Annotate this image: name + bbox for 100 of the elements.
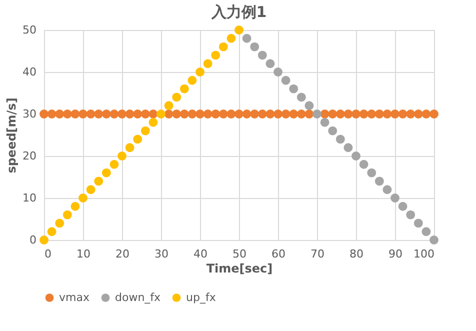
point <box>398 202 408 211</box>
point <box>172 110 182 118</box>
y-axis-title: speed[m/s] <box>4 98 19 174</box>
point <box>70 110 80 118</box>
point <box>414 110 423 118</box>
point <box>336 110 345 118</box>
point <box>102 168 111 178</box>
point <box>304 101 314 110</box>
point <box>406 210 416 220</box>
point <box>78 194 88 202</box>
point <box>118 110 126 118</box>
point <box>266 110 275 118</box>
point <box>430 236 438 244</box>
point <box>422 110 431 118</box>
point <box>133 110 142 118</box>
point <box>359 160 368 169</box>
point <box>188 110 197 118</box>
point <box>211 50 220 60</box>
x-tick-label: 40 <box>194 248 208 260</box>
point <box>196 110 204 118</box>
y-tick-label: 40 <box>22 66 36 78</box>
point <box>374 110 384 118</box>
legend-label: down_fx <box>115 290 162 304</box>
point <box>328 110 338 118</box>
point <box>47 227 56 236</box>
point <box>320 118 330 127</box>
point <box>406 110 416 118</box>
point <box>367 168 376 178</box>
point <box>78 110 88 118</box>
point <box>374 176 384 186</box>
point <box>258 110 267 118</box>
point <box>242 110 252 118</box>
point <box>344 110 353 118</box>
point <box>430 110 438 118</box>
point <box>94 176 104 186</box>
point <box>422 227 431 236</box>
y-tick-label: 0 <box>30 234 36 246</box>
point <box>234 26 244 34</box>
point <box>336 134 345 144</box>
point <box>211 110 220 118</box>
y-tick-label: 50 <box>22 24 36 36</box>
legend-label: up_fx <box>186 290 216 304</box>
point <box>281 76 290 85</box>
point <box>110 110 119 118</box>
point <box>226 34 236 43</box>
point <box>414 218 423 228</box>
point <box>250 42 260 52</box>
point <box>188 76 197 85</box>
point <box>296 92 306 102</box>
point <box>180 84 189 94</box>
point <box>382 110 392 118</box>
point <box>148 110 158 118</box>
x-tick-label: 80 <box>350 248 364 260</box>
point <box>390 110 400 118</box>
x-tick-label: 60 <box>272 248 286 260</box>
point <box>218 110 228 118</box>
point <box>40 110 48 118</box>
point <box>203 110 212 118</box>
x-tick-label: 0 <box>44 248 52 260</box>
point <box>172 92 182 102</box>
y-tick-label: 10 <box>22 192 36 204</box>
x-tick-label: 70 <box>310 248 324 260</box>
point <box>266 59 275 68</box>
point <box>203 59 212 68</box>
point <box>304 110 314 118</box>
y-tick-label: 20 <box>22 150 36 162</box>
x-tick-label: 20 <box>116 248 130 260</box>
point <box>86 185 96 194</box>
point <box>382 185 392 194</box>
x-tick-label: 50 <box>232 248 246 260</box>
point <box>110 160 119 169</box>
point <box>289 84 298 94</box>
point <box>86 110 96 118</box>
point <box>62 110 72 118</box>
point <box>156 110 166 118</box>
point <box>398 110 408 118</box>
point <box>148 118 158 127</box>
point <box>102 110 111 118</box>
point <box>118 152 126 160</box>
x-tick-label: 10 <box>76 248 90 260</box>
point <box>140 110 150 118</box>
point <box>55 110 64 118</box>
point <box>274 110 282 118</box>
x-tick-label: 30 <box>154 248 168 260</box>
point <box>47 110 56 118</box>
point <box>352 152 360 160</box>
y-tick-label: 30 <box>22 108 36 120</box>
point <box>94 110 104 118</box>
point <box>281 110 290 118</box>
x-tick-label: 100 <box>414 248 434 260</box>
x-axis-title: Time[sec] <box>206 262 273 276</box>
point <box>367 110 376 118</box>
point <box>226 110 236 118</box>
point <box>62 210 72 220</box>
point <box>196 68 204 76</box>
point <box>328 126 338 136</box>
point <box>242 34 252 43</box>
point <box>390 194 400 202</box>
point <box>359 110 368 118</box>
point <box>250 110 260 118</box>
